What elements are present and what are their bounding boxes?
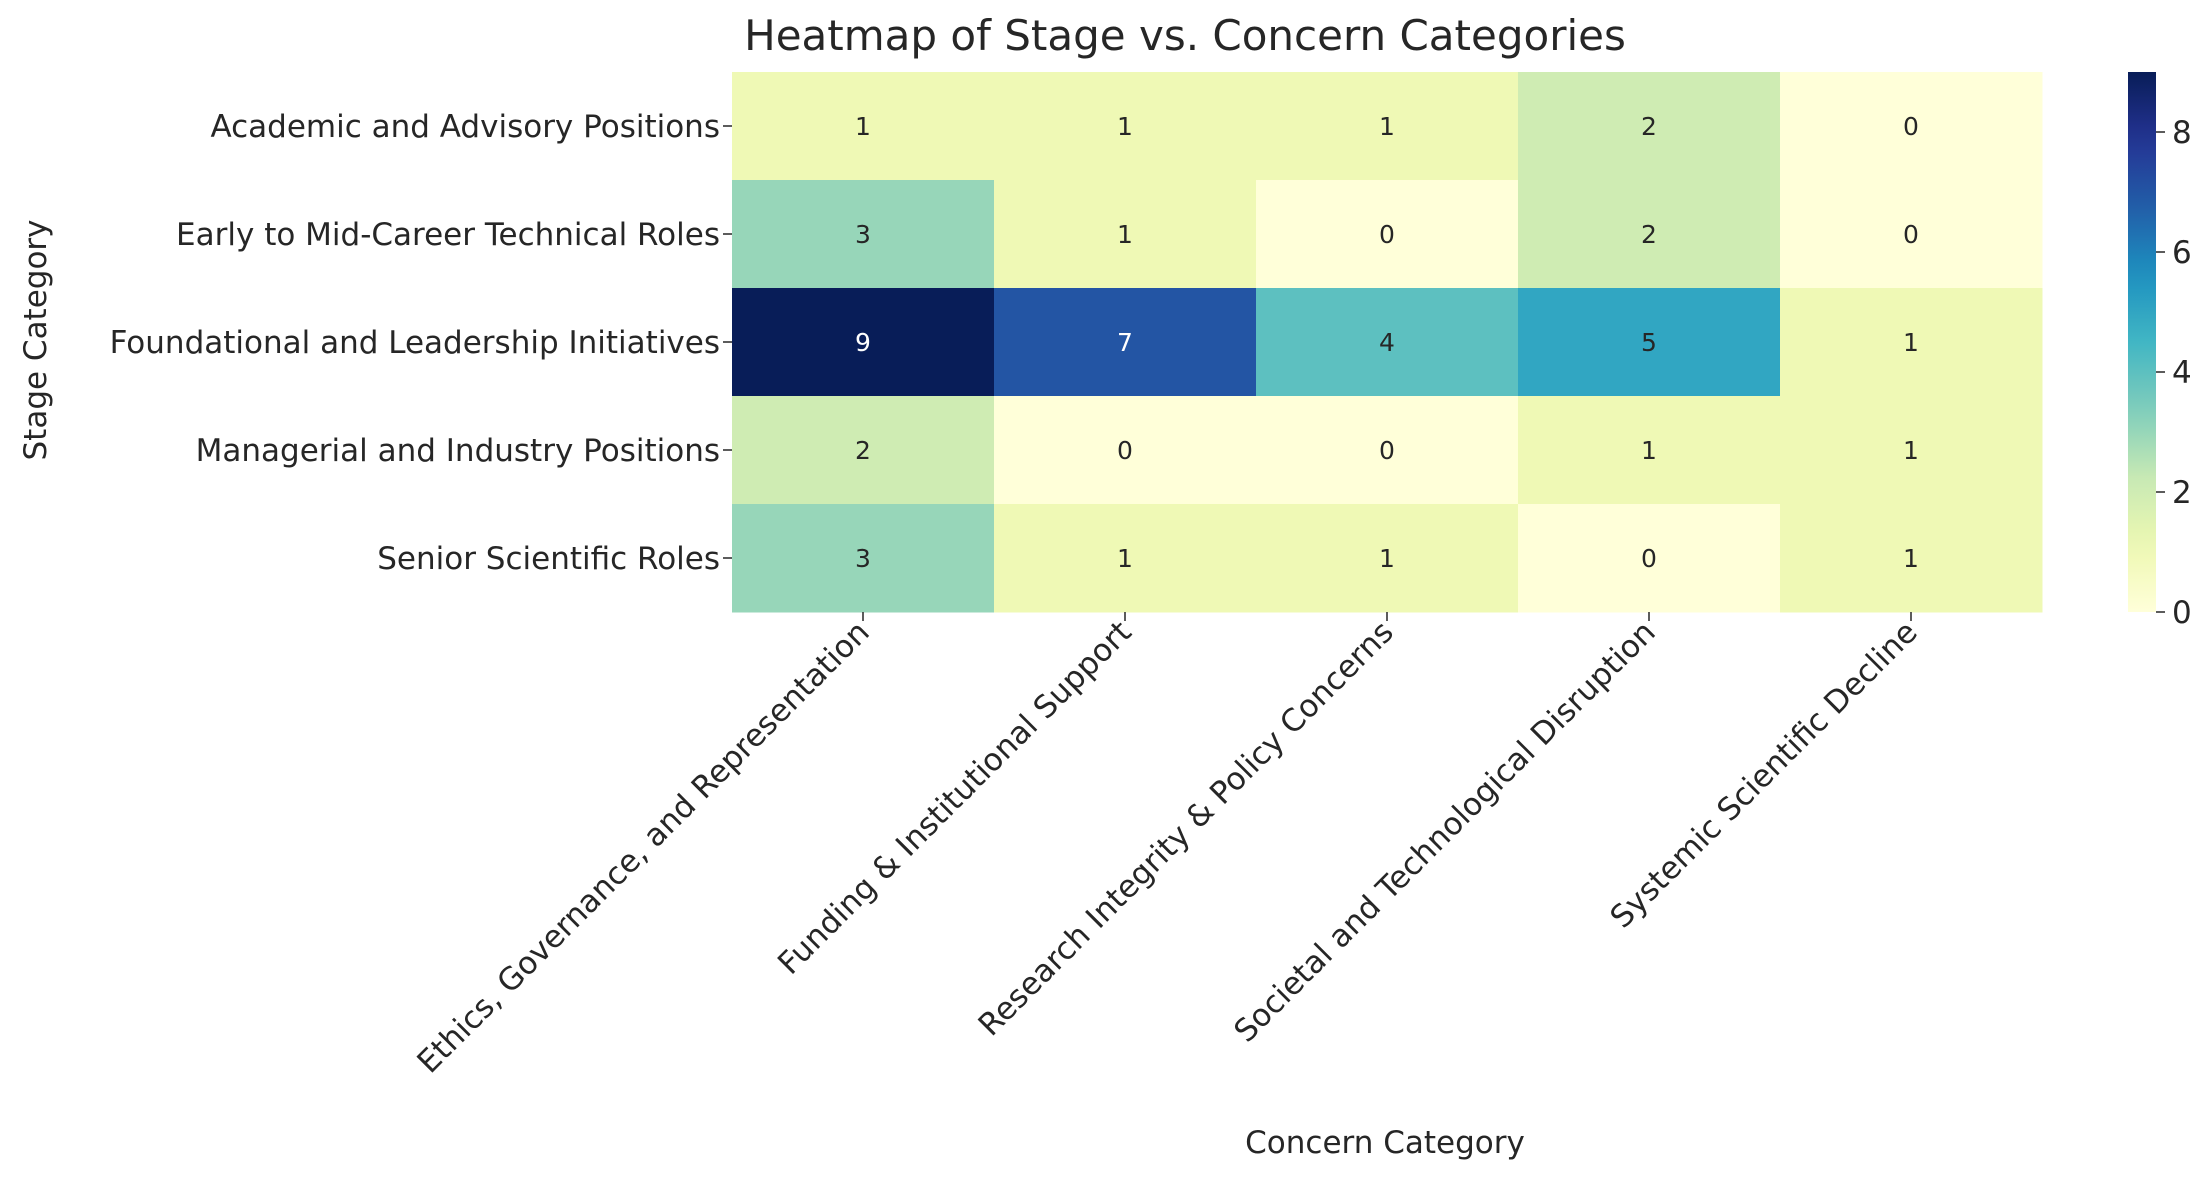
colorbar-tick-label: 8 xyxy=(2172,115,2192,151)
heatmap-cell xyxy=(1780,180,2043,289)
cell-value-label: 1 xyxy=(1379,112,1395,141)
heatmap-cell xyxy=(1518,180,1781,289)
x-tick-label: Societal and Technological Disruption xyxy=(1227,614,1662,1049)
cell-value-label: 2 xyxy=(1641,112,1657,141)
colorbar: 0 2 4 6 8 xyxy=(2128,72,2192,631)
cell-value-labels: 1 1 1 2 0 3 1 0 2 0 9 7 4 5 1 2 0 0 1 1 3 1 1 0 1 xyxy=(855,112,1919,573)
heatmap-cell xyxy=(732,72,995,181)
heatmap-cell xyxy=(1256,396,1519,505)
x-tick-label: Research Integrity & Policy Concerns xyxy=(972,614,1401,1043)
heatmap-cell xyxy=(1518,504,1781,613)
heatmap-cell xyxy=(994,72,1257,181)
cell-value-label: 7 xyxy=(1117,328,1133,357)
cell-value-label: 1 xyxy=(1117,112,1133,141)
heatmap-cell xyxy=(994,288,1257,397)
cell-value-label: 2 xyxy=(1641,220,1657,249)
heatmap-cell xyxy=(732,504,995,613)
heatmap-cell xyxy=(732,288,995,397)
y-axis-ticks: Academic and Advisory Positions Early to … xyxy=(110,109,732,577)
cell-value-label: 0 xyxy=(1903,220,1919,249)
cell-value-label: 3 xyxy=(855,544,871,573)
heatmap-cell xyxy=(1780,72,2043,181)
y-tick-label: Early to Mid-Career Technical Roles xyxy=(176,217,720,253)
cell-value-label: 1 xyxy=(1117,220,1133,249)
cell-value-label: 0 xyxy=(1117,436,1133,465)
heatmap-cell xyxy=(1256,72,1519,181)
heatmap-cell xyxy=(1518,288,1781,397)
x-axis-title: Concern Category xyxy=(1245,1125,1525,1161)
heatmap-cell xyxy=(1518,396,1781,505)
cell-value-label: 1 xyxy=(1903,436,1919,465)
heatmap-cell xyxy=(1518,72,1781,181)
heatmap-cell xyxy=(994,504,1257,613)
chart-title: Heatmap of Stage vs. Concern Categories xyxy=(744,11,1626,60)
y-axis-title: Stage Category xyxy=(18,219,54,460)
x-tick-label: Ethics, Governance, and Representation xyxy=(410,614,876,1080)
heatmap-cell xyxy=(1780,288,2043,397)
heatmap-cell xyxy=(732,396,995,505)
cell-value-label: 1 xyxy=(1379,544,1395,573)
colorbar-tick-label: 6 xyxy=(2172,235,2192,271)
y-tick-label: Academic and Advisory Positions xyxy=(210,109,720,145)
cell-value-label: 4 xyxy=(1379,328,1395,357)
heatmap-cell xyxy=(994,180,1257,289)
heatmap-cell xyxy=(1780,396,2043,505)
y-tick-label: Managerial and Industry Positions xyxy=(196,433,720,469)
colorbar-tick-label: 4 xyxy=(2172,355,2192,391)
cell-value-label: 9 xyxy=(855,328,871,357)
heatmap-cells xyxy=(732,72,2043,613)
heatmap-cell xyxy=(1256,504,1519,613)
cell-value-label: 3 xyxy=(855,220,871,249)
y-tick-label: Foundational and Leadership Initiatives xyxy=(110,325,720,361)
cell-value-label: 0 xyxy=(1379,220,1395,249)
heatmap-cell xyxy=(1256,288,1519,397)
y-tick-label: Senior Scientific Roles xyxy=(377,541,720,577)
cell-value-label: 1 xyxy=(1903,544,1919,573)
cell-value-label: 5 xyxy=(1641,328,1657,357)
colorbar-gradient xyxy=(2128,72,2156,612)
cell-value-label: 0 xyxy=(1903,112,1919,141)
heatmap-cell xyxy=(732,180,995,289)
cell-value-label: 0 xyxy=(1379,436,1395,465)
cell-value-label: 0 xyxy=(1641,544,1657,573)
heatmap-cell xyxy=(994,396,1257,505)
x-axis-ticks: Ethics, Governance, and RepresentationFu… xyxy=(410,612,1925,1080)
cell-value-label: 1 xyxy=(1641,436,1657,465)
cell-value-label: 1 xyxy=(1117,544,1133,573)
colorbar-tick-label: 0 xyxy=(2172,595,2192,631)
cell-value-label: 1 xyxy=(855,112,871,141)
cell-value-label: 2 xyxy=(855,436,871,465)
cell-value-label: 1 xyxy=(1903,328,1919,357)
x-tick-label: Systemic Scientific Decline xyxy=(1603,614,1924,935)
heatmap-cell xyxy=(1780,504,2043,613)
colorbar-tick-label: 2 xyxy=(2172,475,2192,511)
heatmap-cell xyxy=(1256,180,1519,289)
